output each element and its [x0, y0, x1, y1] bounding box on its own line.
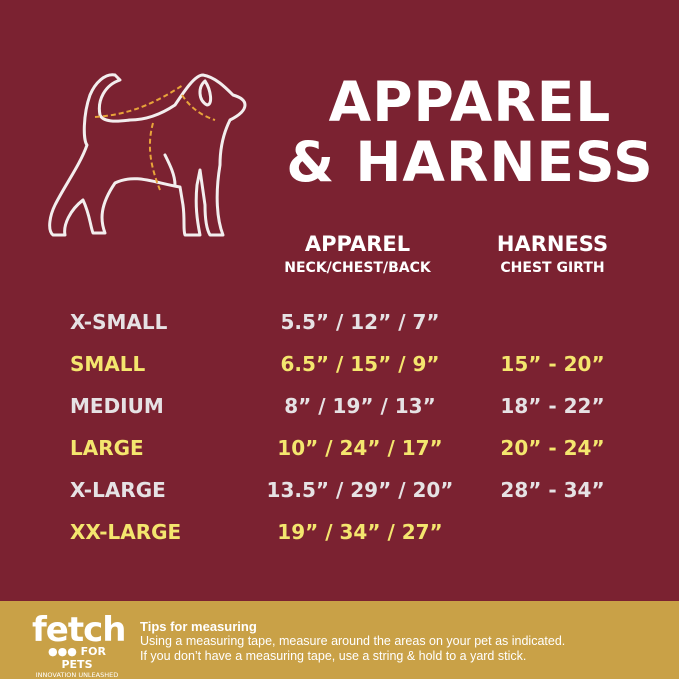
size-row: X-SMALL 5.5” / 12” / 7” [0, 310, 679, 340]
dots-icon: ●●● [48, 645, 77, 658]
apparel-value: 10” / 24” / 17” [277, 436, 443, 460]
apparel-value: 13.5” / 29” / 20” [266, 478, 454, 502]
harness-column-header: HARNESS CHEST GIRTH [470, 232, 635, 276]
logo-sub: FOR PETS [61, 645, 106, 671]
title-line-1: APPAREL [328, 70, 612, 134]
size-row: MEDIUM 8” / 19” / 13” 18” - 22” [0, 394, 679, 424]
size-row: SMALL 6.5” / 15” / 9” 15” - 20” [0, 352, 679, 382]
size-label: X-LARGE [70, 478, 166, 502]
dog-measurement-illustration [48, 73, 247, 237]
fetch-logo: fetch ●●● FOR PETS INNOVATION UNLEASHED [32, 610, 126, 679]
size-row: X-LARGE 13.5” / 29” / 20” 28” - 34” [0, 478, 679, 508]
apparel-value: 8” / 19” / 13” [284, 394, 436, 418]
harness-header-sub: CHEST GIRTH [500, 260, 605, 276]
tips-line-2: If you don’t have a measuring tape, use … [140, 649, 527, 663]
logo-tagline: INNOVATION UNLEASHED [35, 671, 119, 679]
apparel-header-label: APPAREL [304, 232, 411, 256]
size-label: LARGE [70, 436, 144, 460]
size-label: X-SMALL [70, 310, 168, 334]
apparel-value: 19” / 34” / 27” [277, 520, 443, 544]
measuring-tips: Tips for measuring Using a measuring tap… [140, 619, 565, 664]
size-row: XX-LARGE 19” / 34” / 27” [0, 520, 679, 550]
tips-line-1: Using a measuring tape, measure around t… [140, 634, 566, 648]
harness-value: 18” - 22” [500, 394, 605, 418]
apparel-column-header: APPAREL NECK/CHEST/BACK [255, 232, 460, 276]
size-row: LARGE 10” / 24” / 17” 20” - 24” [0, 436, 679, 466]
title-line-2: & HARNESS [286, 130, 654, 194]
harness-header-label: HARNESS [496, 232, 609, 256]
size-label: XX-LARGE [70, 520, 182, 544]
size-label: SMALL [70, 352, 146, 376]
logo-name: fetch [32, 610, 126, 650]
footer-band: fetch ●●● FOR PETS INNOVATION UNLEASHED … [0, 601, 679, 679]
logo-sub-line: ●●● FOR PETS [32, 645, 122, 671]
size-label: MEDIUM [70, 394, 164, 418]
harness-value: 28” - 34” [500, 478, 605, 502]
harness-value: 20” - 24” [500, 436, 605, 460]
apparel-header-sub: NECK/CHEST/BACK [284, 260, 431, 276]
tips-title: Tips for measuring [140, 619, 257, 634]
apparel-value: 6.5” / 15” / 9” [280, 352, 440, 376]
harness-value: 15” - 20” [500, 352, 605, 376]
apparel-value: 5.5” / 12” / 7” [280, 310, 440, 334]
